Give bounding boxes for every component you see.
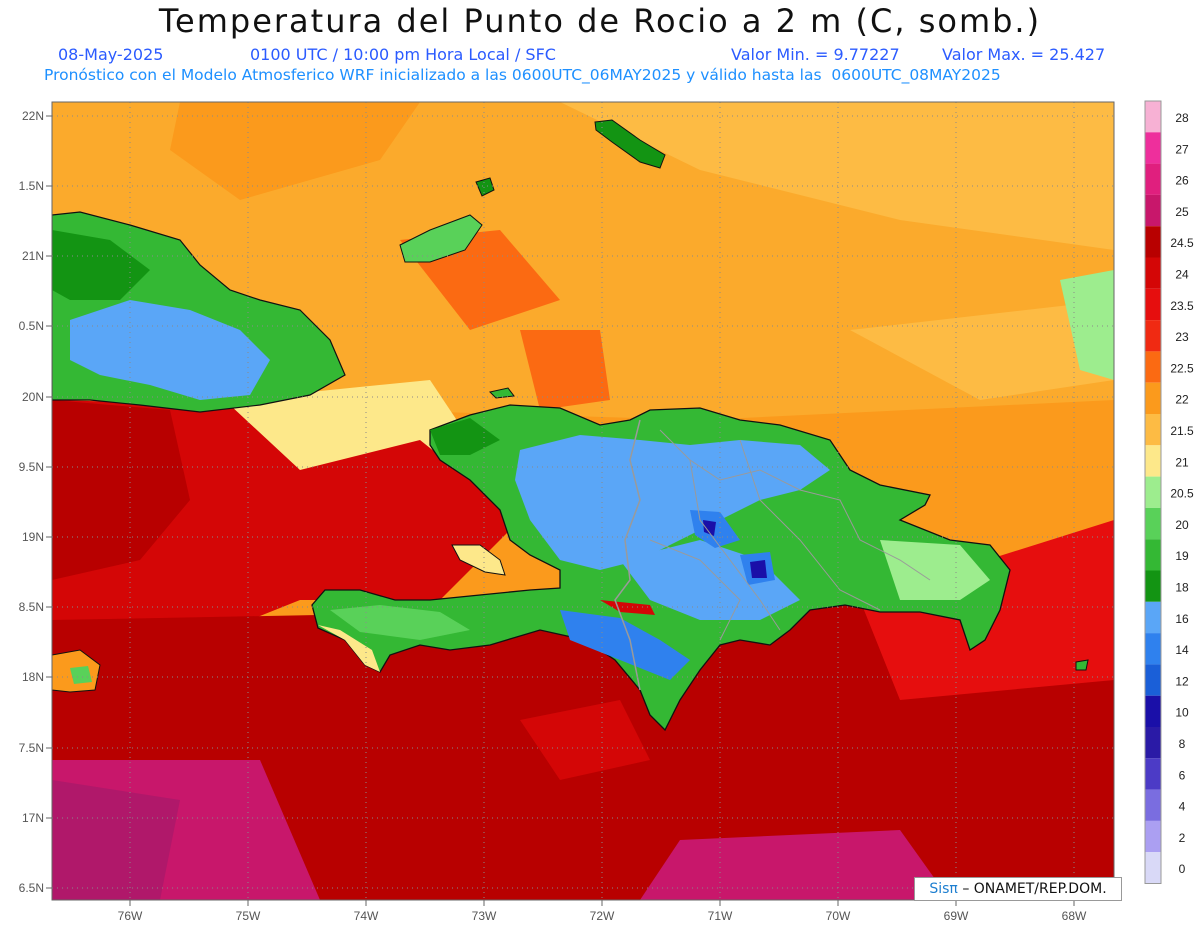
legend-swatch	[1145, 132, 1161, 164]
lat-label: 6.5N	[19, 881, 44, 895]
lon-label: 72W	[590, 909, 615, 923]
legend-swatch	[1145, 163, 1161, 195]
legend-swatch	[1145, 351, 1161, 383]
legend-label: 20	[1175, 518, 1189, 532]
lat-label: 9.5N	[19, 460, 44, 474]
legend-label: 18	[1175, 581, 1189, 595]
legend-label: 8	[1179, 737, 1186, 751]
legend-label: 26	[1175, 174, 1189, 188]
legend-swatch	[1145, 507, 1161, 540]
lon-label: 76W	[118, 909, 143, 923]
legend-label: 23.5	[1170, 299, 1194, 313]
legend-label: 22.5	[1170, 361, 1194, 375]
legend-label: 20.5	[1170, 487, 1194, 501]
value-max: Valor Max. = 25.427	[942, 45, 1106, 64]
forecast-time: 0100 UTC / 10:00 pm Hora Local / SFC	[250, 45, 556, 64]
legend-swatch	[1145, 257, 1161, 289]
lat-label: 7.5N	[19, 741, 44, 755]
legend-swatch	[1145, 570, 1161, 602]
legend-label: 6	[1179, 768, 1186, 782]
forecast-date: 08-May-2025	[58, 45, 164, 64]
legend-swatch	[1145, 758, 1161, 790]
legend-swatch	[1145, 789, 1161, 821]
legend-swatch	[1145, 852, 1161, 884]
lat-label: 17N	[22, 811, 44, 825]
credit-box: Sisπ – ONAMET/REP.DOM.	[914, 877, 1122, 901]
legend-swatch	[1145, 820, 1161, 853]
model-info: Pronóstico con el Modelo Atmosferico WRF…	[44, 66, 1001, 84]
legend-label: 10	[1175, 706, 1189, 720]
lat-label: 22N	[22, 109, 44, 123]
legend-swatch	[1145, 226, 1161, 258]
legend-swatch	[1145, 414, 1161, 446]
legend-label: 22	[1175, 393, 1189, 407]
legend-swatch	[1145, 664, 1161, 696]
legend-label: 0	[1179, 862, 1186, 876]
legend-swatch	[1145, 601, 1161, 634]
legend-label: 28	[1175, 111, 1189, 125]
lon-label: 68W	[1062, 909, 1087, 923]
lon-label: 70W	[826, 909, 851, 923]
legend-label: 24.5	[1170, 236, 1194, 250]
credit-brand: Sisπ	[929, 881, 958, 897]
lat-label: 20N	[22, 390, 44, 404]
legend-swatch	[1145, 539, 1161, 571]
lat-label: 18N	[22, 670, 44, 684]
legend-swatch	[1145, 101, 1161, 133]
value-min: Valor Min. = 9.77227	[731, 45, 900, 64]
lon-label: 71W	[708, 909, 733, 923]
legend-label: 16	[1175, 612, 1189, 626]
graticule	[52, 102, 1114, 900]
dewpoint-field	[52, 102, 1114, 900]
legend-label: 24	[1175, 268, 1189, 282]
legend-label: 25	[1175, 205, 1189, 219]
legend-swatch	[1145, 194, 1161, 227]
legend-swatch	[1145, 633, 1161, 665]
lat-label: 8.5N	[19, 600, 44, 614]
legend-label: 2	[1179, 831, 1186, 845]
legend-label: 21	[1175, 455, 1189, 469]
legend-label: 19	[1175, 549, 1189, 563]
legend-label: 27	[1175, 142, 1189, 156]
legend-label: 12	[1175, 674, 1189, 688]
lon-label: 73W	[472, 909, 497, 923]
lat-label: 1.5N	[19, 179, 44, 193]
legend-swatch	[1145, 382, 1161, 414]
legend-swatch	[1145, 476, 1161, 508]
lat-label: 19N	[22, 530, 44, 544]
legend-swatch	[1145, 320, 1161, 352]
legend-swatch	[1145, 695, 1161, 727]
lat-label: 0.5N	[19, 319, 44, 333]
map-title: Temperatura del Punto de Rocio a 2 m (C,…	[158, 2, 1042, 40]
legend-frame	[1144, 100, 1162, 884]
lon-label: 75W	[236, 909, 261, 923]
legend-label: 21.5	[1170, 424, 1194, 438]
legend-swatch	[1145, 288, 1161, 321]
lat-label: 21N	[22, 249, 44, 263]
legend-label: 4	[1179, 800, 1186, 814]
legend-label: 23	[1175, 330, 1189, 344]
lon-label: 69W	[944, 909, 969, 923]
axis-labels: 22N 1.5N 21N 0.5N 20N 9.5N 19N 8.5N 18N …	[19, 109, 1087, 923]
credit-org: – ONAMET/REP.DOM.	[962, 881, 1107, 897]
legend-label: 14	[1175, 643, 1189, 657]
color-legend: 2827262524.52423.52322.52221.52120.52019…	[1144, 100, 1194, 884]
legend-swatch	[1145, 727, 1161, 759]
lon-label: 74W	[354, 909, 379, 923]
legend-swatch	[1145, 445, 1161, 477]
